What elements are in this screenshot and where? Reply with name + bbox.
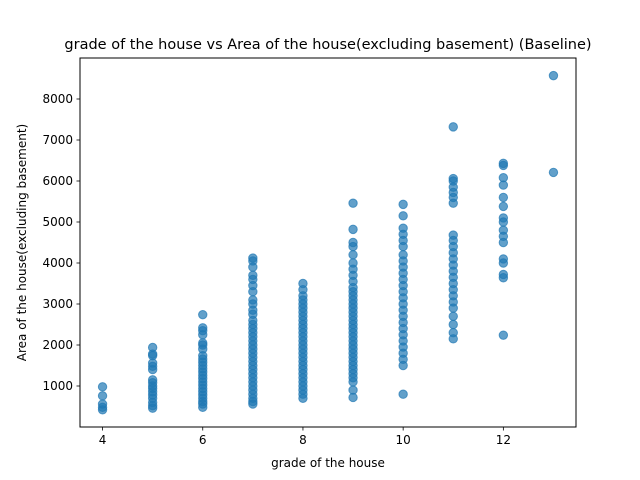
data-point — [448, 173, 458, 184]
data-point — [97, 391, 108, 401]
data-point — [498, 269, 509, 280]
data-point — [348, 258, 358, 268]
data-point — [398, 199, 408, 210]
data-point — [398, 250, 408, 260]
y-tick-label: 6000 — [42, 174, 73, 188]
x-tick-label: 8 — [299, 433, 307, 447]
x-axis-ticks: 4 6 8 10 12 — [99, 427, 511, 447]
data-point — [298, 278, 308, 289]
data-point — [147, 375, 158, 385]
x-tick-label: 4 — [99, 433, 107, 447]
data-point — [448, 122, 458, 132]
data-point — [398, 389, 408, 399]
data-point — [498, 158, 509, 169]
y-tick-label: 7000 — [42, 133, 73, 147]
y-tick-label: 8000 — [42, 92, 73, 106]
data-point — [97, 382, 108, 392]
y-axis-ticks: 1000 2000 3000 4000 5000 6000 7000 8000 — [42, 92, 80, 393]
data-point — [248, 270, 258, 280]
data-point — [448, 311, 458, 321]
x-tick-label: 12 — [496, 433, 511, 447]
data-point — [348, 224, 358, 235]
data-point — [348, 237, 358, 248]
x-tick-label: 6 — [199, 433, 207, 447]
data-point — [548, 70, 559, 81]
data-point — [498, 201, 509, 212]
data-point — [498, 254, 509, 264]
data-point — [498, 173, 509, 183]
x-tick-label: 10 — [396, 433, 411, 447]
data-point — [248, 295, 258, 305]
data-point — [498, 225, 509, 235]
y-axis-label: Area of the house(excluding basement) — [15, 124, 29, 361]
y-tick-label: 4000 — [42, 256, 73, 270]
y-tick-label: 2000 — [42, 338, 73, 352]
chart-title: grade of the house vs Area of the house(… — [64, 37, 591, 53]
data-point — [198, 309, 208, 320]
data-point — [348, 250, 358, 260]
data-point — [147, 342, 158, 353]
points-layer — [97, 70, 559, 415]
data-point — [548, 167, 559, 178]
y-tick-label: 5000 — [42, 215, 73, 229]
data-point — [448, 319, 458, 330]
data-point — [198, 338, 208, 348]
plot-frame — [79, 57, 577, 428]
data-point — [498, 192, 509, 203]
data-point — [248, 253, 258, 263]
data-point — [448, 230, 458, 240]
y-tick-label: 3000 — [42, 297, 73, 311]
data-point — [398, 223, 408, 233]
data-point — [498, 330, 509, 340]
data-point — [348, 198, 358, 208]
data-point — [498, 213, 509, 223]
data-point — [97, 399, 108, 409]
data-point — [348, 385, 358, 395]
data-point — [198, 323, 208, 333]
data-point — [398, 211, 408, 221]
y-tick-label: 1000 — [42, 379, 73, 393]
data-point — [448, 328, 458, 338]
plot-area — [80, 58, 576, 427]
x-axis-label: grade of the house — [271, 456, 385, 470]
